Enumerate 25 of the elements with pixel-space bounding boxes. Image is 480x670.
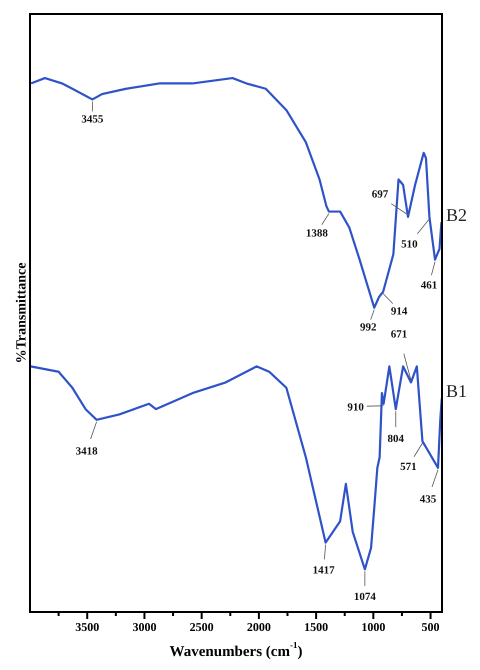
annotation: 697 [372,188,389,201]
x-tick-label: 500 [422,620,440,634]
annotation: 804 [388,432,405,445]
x-tick-label: 1000 [361,620,386,634]
annotation: 1388 [306,227,328,240]
annotation: 571 [400,460,417,473]
x-tick-label: 3000 [132,620,156,634]
annotation: 435 [420,494,437,506]
x-tick-label: 2000 [246,620,271,634]
x-tick-label: 3500 [75,620,100,634]
annotation: 1417 [312,564,336,576]
annotation: 461 [420,279,438,292]
annotation: 510 [401,238,418,251]
series-label: B2 [446,204,468,225]
annotation: 671 [390,328,408,340]
annotation: 914 [390,305,408,318]
x-tick-label: 1500 [304,620,328,634]
annotation: 910 [347,402,364,414]
series-label: B1 [446,381,468,402]
y-axis-title: %Transmittance [14,262,30,364]
annotation: 3418 [76,446,98,458]
annotation: 992 [360,322,377,334]
annotation: 1074 [354,591,376,604]
annotation: 3455 [81,113,104,126]
x-tick-label: 2500 [190,620,214,634]
